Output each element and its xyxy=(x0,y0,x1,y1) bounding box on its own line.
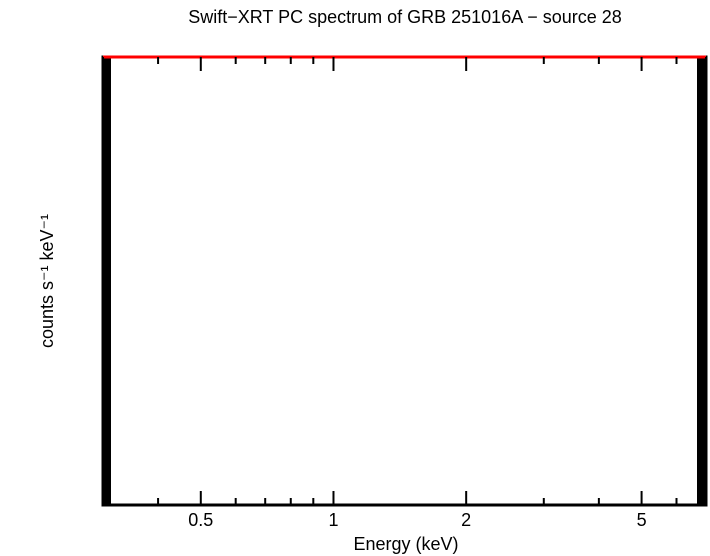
x-tick-label: 2 xyxy=(461,510,471,530)
chart-title: Swift−XRT PC spectrum of GRB 251016A − s… xyxy=(188,7,622,27)
x-axis-label: Energy (keV) xyxy=(353,534,458,554)
x-tick-label: 1 xyxy=(328,510,338,530)
y2-axis-ticks-band xyxy=(697,57,706,505)
plot-frame xyxy=(101,55,708,507)
y-axis-ticks-band xyxy=(102,57,111,505)
y-axis-label: counts s⁻¹ keV⁻¹ xyxy=(37,214,57,348)
x-tick-label: 5 xyxy=(637,510,647,530)
x-tick-label: 0.5 xyxy=(188,510,213,530)
